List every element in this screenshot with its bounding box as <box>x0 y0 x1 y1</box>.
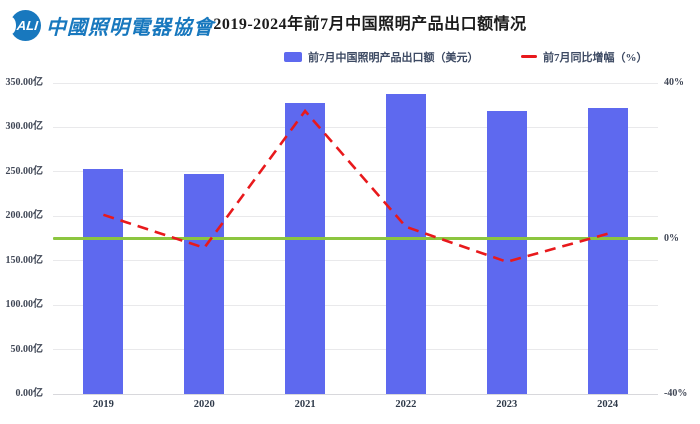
x-axis-label-2021: 2021 <box>294 399 316 410</box>
right-axis-tick-40: 40% <box>664 77 684 88</box>
x-axis-label-2024: 2024 <box>597 399 619 410</box>
y-axis-tick-0: 0.00亿 <box>15 388 44 399</box>
line-series-swatch <box>521 55 537 58</box>
gridline-150 <box>53 260 658 262</box>
y-axis-tick-200: 200.00亿 <box>5 210 44 222</box>
x-axis-label-2023: 2023 <box>496 399 518 410</box>
bar-series-swatch <box>284 51 302 62</box>
x-axis-label-2019: 2019 <box>92 399 114 410</box>
chart-title: 2019-2024年前7月中国照明产品出口额情况 <box>213 16 527 33</box>
bar-2024 <box>587 108 628 394</box>
bar-2020 <box>184 174 225 394</box>
x-axis-label-2022: 2022 <box>395 399 417 410</box>
cali-logo-abbr: ALI <box>15 17 39 33</box>
cali-logo: ALI 中國照明電器協會 <box>8 8 214 42</box>
legend-item-growth: 前7月同比增幅（%） <box>521 49 648 64</box>
gridline-350 <box>53 82 658 84</box>
bar-series-label: 前7月中国照明产品出口额（美元） <box>308 51 479 64</box>
legend-item-exports: 前7月中国照明产品出口额（美元） <box>284 49 479 64</box>
cali-logo-org-name: 中國照明電器協會 <box>46 16 214 39</box>
y-axis-tick-100: 100.00亿 <box>5 299 44 311</box>
y-axis-tick-150: 150.00亿 <box>5 254 44 266</box>
y-axis-tick-300: 300.00亿 <box>5 121 44 133</box>
x-axis-label-2020: 2020 <box>193 399 215 410</box>
gridline-50 <box>53 349 658 351</box>
right-axis-tick-0: 0% <box>664 232 679 244</box>
line-series-label: 前7月同比增幅（%） <box>543 51 648 64</box>
gridline-300 <box>53 126 658 128</box>
cali-logo-icon: ALI <box>8 9 41 41</box>
chart-plot-area <box>53 82 658 395</box>
bar-2022 <box>385 93 426 394</box>
right-axis-tick--40: -40% <box>664 388 688 399</box>
y-axis-tick-50: 50.00亿 <box>10 343 44 355</box>
gridline-100 <box>53 304 658 306</box>
bar-2019 <box>83 168 124 394</box>
zero-reference-line <box>53 237 658 240</box>
gridline-0 <box>53 393 658 395</box>
bar-2023 <box>486 111 527 394</box>
y-axis-tick-350: 350.00亿 <box>5 77 44 88</box>
y-axis-tick-250: 250.00亿 <box>5 165 44 177</box>
gridline-250 <box>53 171 658 173</box>
bar-2021 <box>285 102 326 394</box>
gridline-200 <box>53 215 658 217</box>
growth-line-chart <box>102 108 608 264</box>
growth-line <box>102 108 608 264</box>
